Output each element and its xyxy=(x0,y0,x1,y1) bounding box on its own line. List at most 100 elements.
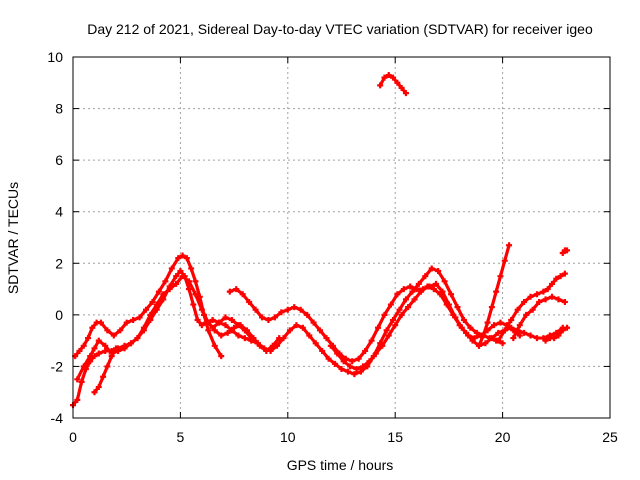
x-tick-label: 0 xyxy=(69,429,77,445)
data-point xyxy=(514,306,521,313)
data-point xyxy=(527,293,534,300)
data-point xyxy=(222,322,229,329)
data-point xyxy=(555,332,562,339)
data-point xyxy=(216,319,223,326)
data-point xyxy=(533,335,540,342)
data-point xyxy=(475,342,482,349)
data-point xyxy=(443,301,450,308)
y-axis-label: SDTVAR / TECUs xyxy=(5,182,21,294)
data-point xyxy=(271,314,278,321)
data-point xyxy=(104,327,111,334)
data-point xyxy=(130,317,137,324)
data-point xyxy=(89,324,96,331)
data-point xyxy=(463,329,470,336)
data-point xyxy=(488,335,495,342)
data-point xyxy=(392,322,399,329)
data-point xyxy=(450,311,457,318)
data-point xyxy=(521,298,528,305)
data-point xyxy=(433,280,440,287)
data-point xyxy=(317,327,324,334)
data-point xyxy=(110,332,117,339)
data-point xyxy=(312,340,319,347)
data-point xyxy=(467,324,474,331)
data-point xyxy=(235,332,242,339)
x-tick-label: 25 xyxy=(602,429,618,445)
y-tick-label: 0 xyxy=(55,307,63,323)
data-point xyxy=(198,306,205,313)
data-point xyxy=(80,342,87,349)
x-axis-label: GPS time / hours xyxy=(287,457,394,473)
data-point xyxy=(491,322,498,329)
grid xyxy=(73,57,610,418)
data-point xyxy=(499,340,506,347)
data-point xyxy=(327,342,334,349)
data-point xyxy=(551,335,558,342)
data-point xyxy=(549,280,556,287)
data-point xyxy=(383,327,390,334)
data-point xyxy=(561,270,568,277)
data-point xyxy=(143,306,150,313)
data-point xyxy=(248,335,255,342)
data-point xyxy=(117,327,124,334)
data-point xyxy=(506,242,513,249)
data-point xyxy=(166,286,173,293)
data-point xyxy=(323,335,330,342)
data-point xyxy=(347,363,354,370)
data-point xyxy=(368,337,375,344)
series-track-8 xyxy=(377,72,409,97)
data-point xyxy=(147,311,154,318)
data-point xyxy=(422,273,429,280)
chart-title: Day 212 of 2021, Sidereal Day-to-day VTE… xyxy=(87,21,593,37)
data-point xyxy=(299,324,306,331)
data-point xyxy=(497,319,504,326)
data-point xyxy=(381,74,388,81)
data-point xyxy=(241,335,248,342)
data-point xyxy=(136,314,143,321)
data-point xyxy=(460,317,467,324)
data-point xyxy=(149,298,156,305)
data-point xyxy=(441,278,448,285)
data-point xyxy=(349,358,356,365)
data-point xyxy=(359,363,366,370)
data-point xyxy=(246,298,253,305)
data-point xyxy=(310,319,317,326)
data-point xyxy=(405,304,412,311)
data-point xyxy=(104,363,111,370)
x-tick-label: 5 xyxy=(177,429,185,445)
data-point xyxy=(340,358,347,365)
data-point xyxy=(233,286,240,293)
data-point xyxy=(291,304,298,311)
data-point xyxy=(235,322,242,329)
series-track-7 xyxy=(327,283,566,373)
data-point xyxy=(544,286,551,293)
data-point xyxy=(95,384,102,391)
data-point xyxy=(561,298,568,305)
data-point xyxy=(542,296,549,303)
data-point xyxy=(209,324,216,331)
data-point xyxy=(188,265,195,272)
data-point xyxy=(516,332,523,339)
data-point xyxy=(280,335,287,342)
data-point xyxy=(95,350,102,357)
series-track-12 xyxy=(542,324,571,344)
data-point xyxy=(267,347,274,354)
series-track-4 xyxy=(91,345,119,396)
data-point xyxy=(177,268,184,275)
data-point xyxy=(297,306,304,313)
y-tick-label: 10 xyxy=(47,49,63,65)
data-point xyxy=(469,337,476,344)
data-point xyxy=(564,324,571,331)
data-point xyxy=(488,304,495,311)
data-point xyxy=(428,265,435,272)
data-point xyxy=(390,317,397,324)
data-point xyxy=(540,288,547,295)
data-point xyxy=(121,345,128,352)
data-point xyxy=(351,371,358,378)
data-point xyxy=(482,340,489,347)
y-tick-label: -2 xyxy=(51,358,64,374)
data-point xyxy=(409,288,416,295)
series-track-6 xyxy=(209,265,506,378)
data-point xyxy=(304,311,311,318)
data-point xyxy=(211,342,218,349)
data-point xyxy=(529,306,536,313)
